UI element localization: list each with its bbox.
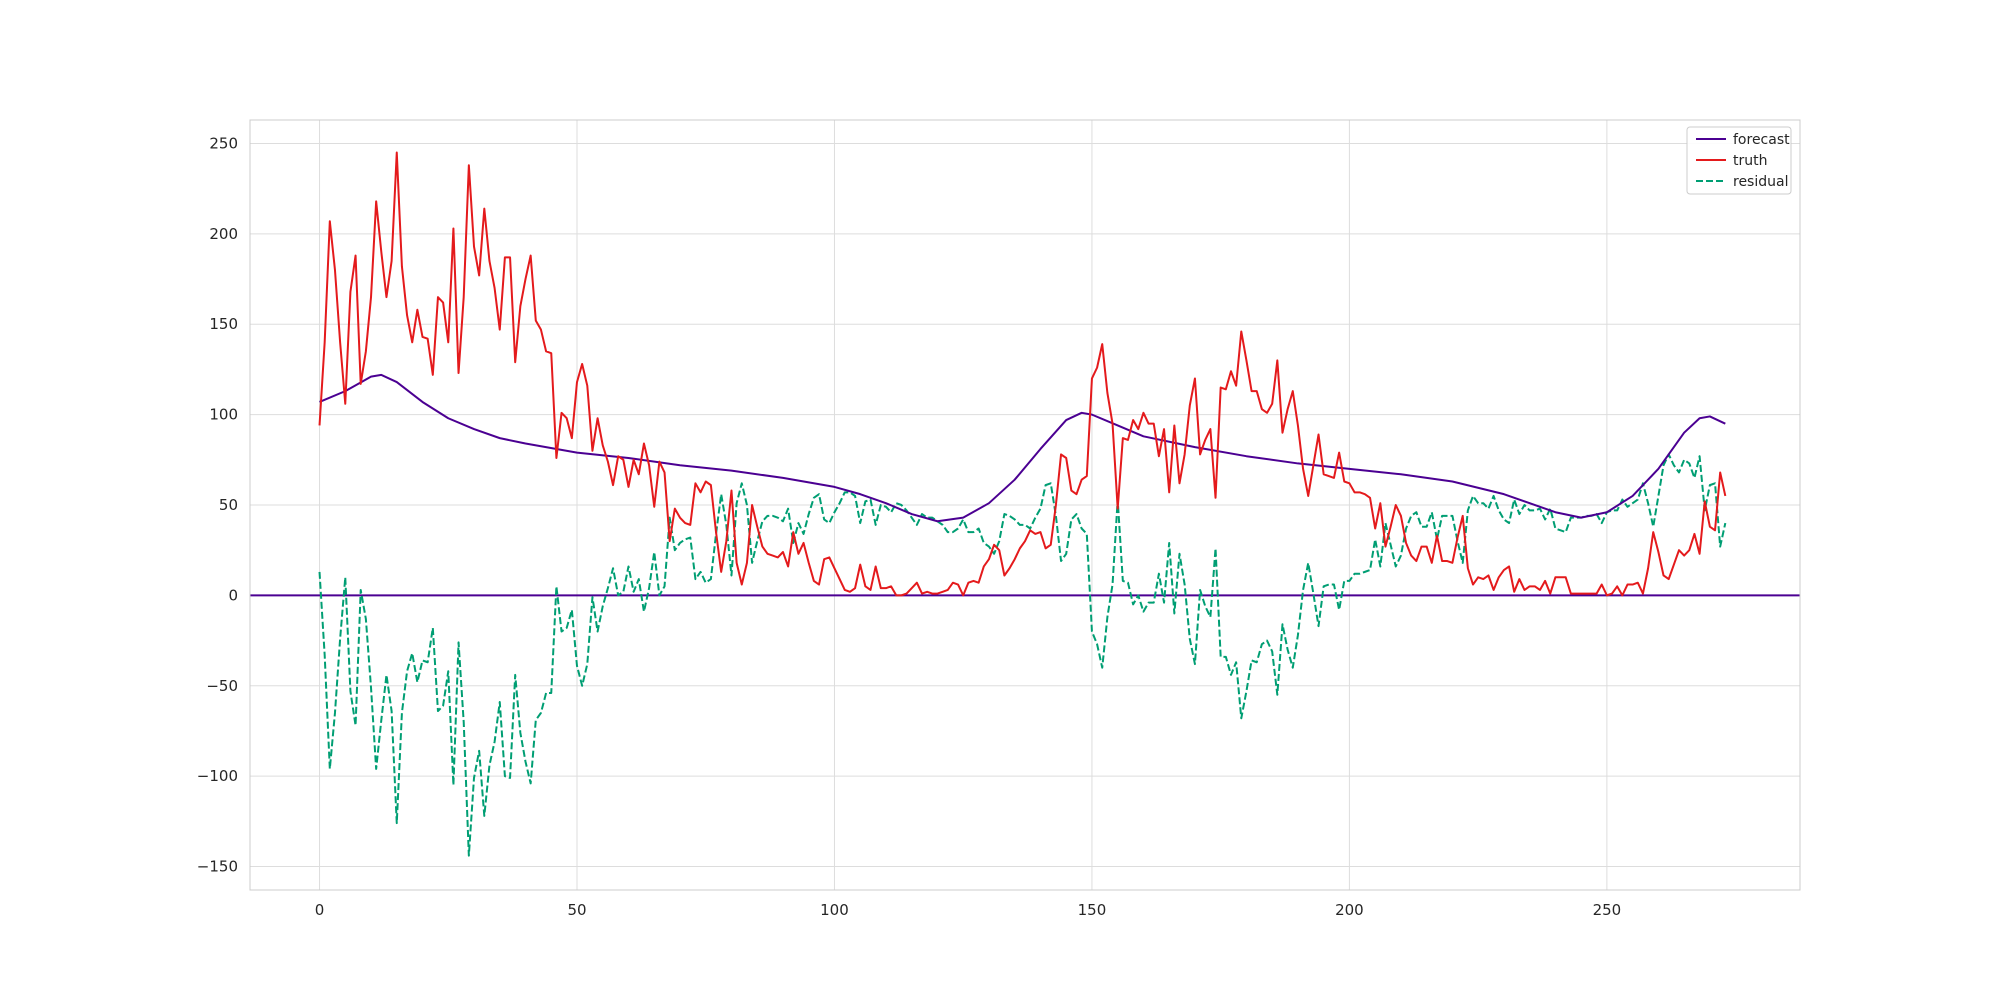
- legend: forecast truth residual: [1686, 126, 1792, 195]
- y-tick-label: 0: [228, 586, 238, 604]
- series-forecast-line: [319, 373, 1726, 523]
- plot-frame: [249, 119, 1801, 891]
- y-tick-label: −100: [197, 767, 238, 785]
- legend-truth-label: truth: [1733, 153, 1767, 169]
- x-tick-label: 0: [315, 901, 325, 919]
- y-tick-label: 50: [219, 496, 238, 514]
- x-tick-label: 50: [567, 901, 586, 919]
- legend-residual-label: residual: [1733, 174, 1788, 190]
- legend-forecast-label: forecast: [1733, 132, 1790, 148]
- x-tick-label: 100: [820, 901, 849, 919]
- y-tick-label: 100: [209, 406, 238, 424]
- x-tick-label: 150: [1078, 901, 1107, 919]
- y-tick-label: −50: [206, 677, 238, 695]
- series-truth-line: [318, 151, 1727, 597]
- y-tick-label: 200: [209, 225, 238, 243]
- y-tick-label: −150: [197, 858, 238, 876]
- x-tick-label: 200: [1335, 901, 1364, 919]
- y-tick-label: 250: [209, 134, 238, 152]
- tick-labels: 0 50 100 150 200 250 −150 −100 −50 0 50 100 150 200 25…: [197, 134, 1621, 919]
- series-residual-line: [318, 453, 1727, 857]
- series-layer: [318, 151, 1727, 857]
- legend-box: [1686, 126, 1792, 195]
- y-tick-label: 150: [209, 315, 238, 333]
- x-tick-label: 250: [1593, 901, 1622, 919]
